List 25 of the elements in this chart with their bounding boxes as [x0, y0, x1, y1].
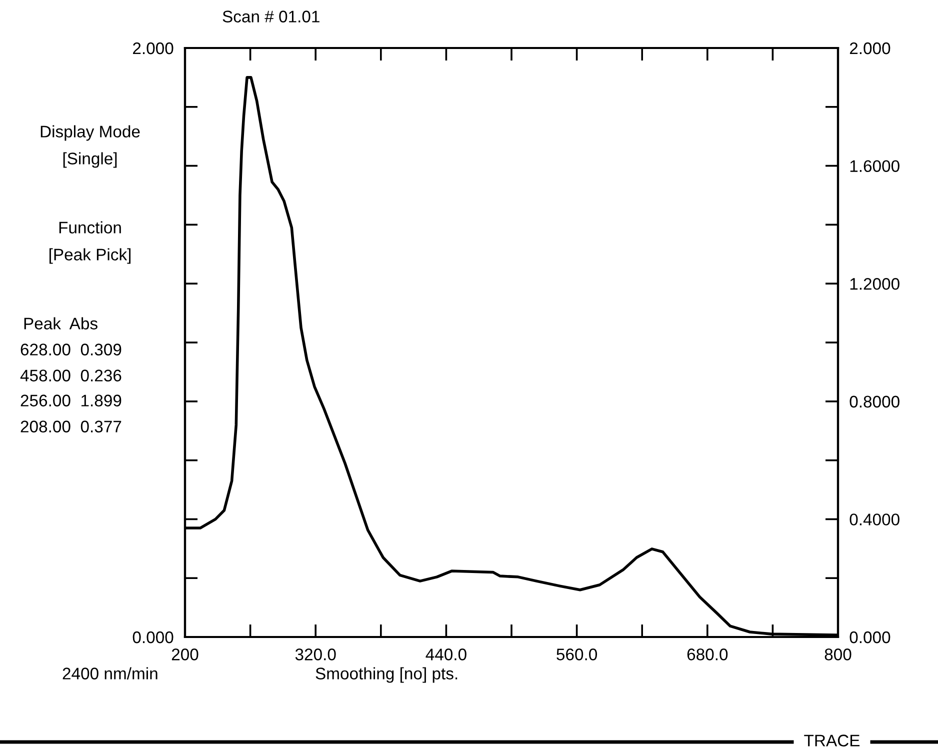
text: Peak Abs [24, 317, 98, 330]
x-tick-label: 800 [824, 648, 852, 660]
text: 208.00 0.377 [20, 420, 122, 432]
text: Smoothing [no] pts. [316, 667, 458, 683]
text: Display Mode [40, 125, 140, 141]
text: 458.00 0.236 [20, 370, 122, 382]
y2-tick-label: 0.000 [850, 631, 890, 644]
x-tick-label: 320.0 [295, 648, 336, 660]
x-tick-label: 680.0 [687, 648, 728, 660]
text: [Peak Pick] [50, 248, 130, 264]
chart-title: Scan # 01.01 [222, 10, 320, 22]
y2-tick-label: 0.8000 [850, 396, 900, 408]
text: [Single] [63, 152, 117, 168]
x-tick-label: 560.0 [556, 648, 598, 660]
y2-tick-label: 2.000 [850, 42, 890, 54]
text: Function [59, 221, 121, 234]
y2-tick-label: 1.6000 [850, 160, 900, 172]
text: 628.00 0.309 [20, 344, 122, 356]
text: 2400 nm/min [62, 667, 158, 680]
x-tick-label: 440.0 [426, 648, 466, 660]
text: 256.00 1.899 [20, 394, 122, 406]
y2-tick-label: 0.4000 [850, 514, 900, 526]
y2-tick-label: 1.2000 [850, 278, 900, 290]
x-tick-label: 200 [172, 648, 198, 660]
text: TRACE [804, 734, 860, 746]
